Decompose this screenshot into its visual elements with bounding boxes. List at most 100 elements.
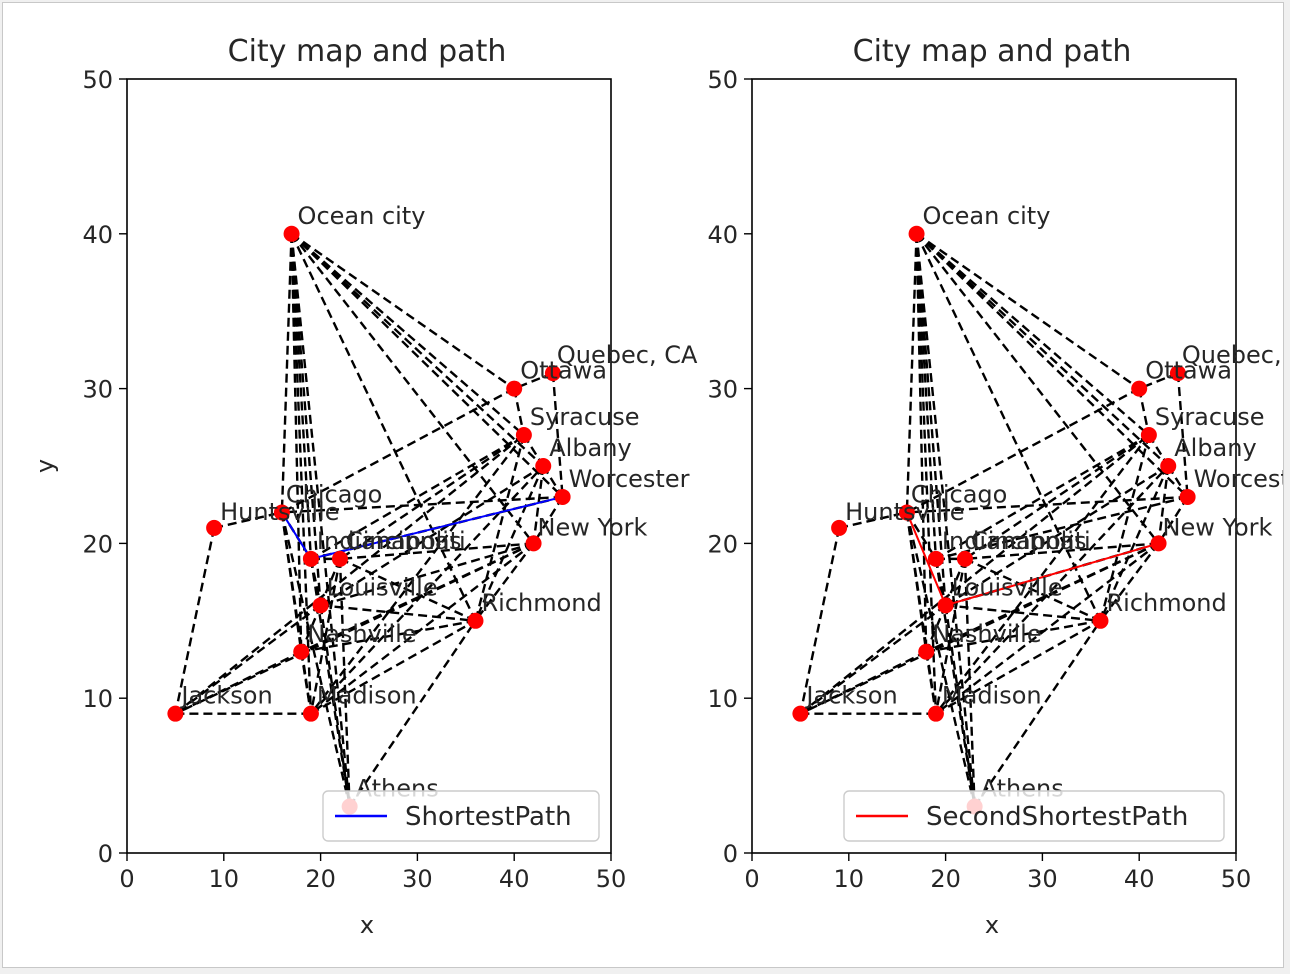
city-label-indianapolis: Indianapolis [942, 527, 1087, 555]
edge-ocean-city-new-york [915, 233, 1160, 545]
edge-new-york-madison [935, 542, 1160, 715]
edge-ocean-city-syracuse [915, 232, 1150, 436]
left-edges [174, 232, 564, 808]
edge-nashville-jackson [174, 650, 302, 715]
right-legend[interactable]: SecondShortestPath [843, 790, 1225, 842]
left-x-tick-label: 30 [402, 865, 433, 893]
edge-ocean-city-ottawa [915, 232, 1140, 390]
edge-chicago-athens [905, 512, 976, 807]
city-label-jackson: Jackson [179, 682, 272, 710]
edge-cincinnati-louisville [319, 558, 342, 606]
city-label-nashville: Nashville [932, 620, 1041, 648]
edge-ocean-city-worcester [915, 232, 1189, 498]
city-marker-huntsville [831, 519, 848, 536]
city-label-nashville: Nashville [307, 620, 416, 648]
right-x-tick-label: 30 [1027, 865, 1058, 893]
city-marker-jackson [167, 705, 184, 722]
edge-ocean-city-chicago [905, 233, 918, 513]
edge-cincinnati-richmond [339, 557, 476, 622]
edge-ocean-city-new-york [290, 233, 535, 545]
city-label-quebec-ca: Quebec, CA [1182, 341, 1285, 369]
city-marker-louisville [937, 597, 954, 614]
edge-madison-richmond [310, 619, 477, 715]
city-marker-albany [535, 458, 552, 474]
edge-ottawa-chicago [281, 387, 515, 514]
edge-quebec-ca-worcester [551, 373, 564, 498]
edge-louisville-jackson [799, 604, 947, 715]
edge-huntsville-chicago [838, 511, 908, 530]
edge-cincinnati-louisville [944, 558, 967, 606]
left-y-tick-label: 50 [82, 66, 113, 94]
edge-ocean-city-worcester [290, 232, 564, 498]
city-label-louisville: Louisville [952, 573, 1063, 601]
city-label-richmond: Richmond [481, 589, 601, 617]
city-marker-richmond [1092, 612, 1109, 629]
right-panel-title: City map and path [853, 34, 1132, 69]
edge-quebec-ca-worcester [1176, 373, 1189, 498]
city-marker-madison [302, 705, 319, 722]
edge-huntsville-chicago [213, 511, 283, 530]
edge-nashville-madison [925, 651, 938, 714]
city-marker-cincinnati [331, 550, 348, 567]
edge-new-york-louisville [320, 542, 534, 607]
left-y-tick-label: 30 [82, 376, 113, 404]
city-label-jackson: Jackson [804, 682, 897, 710]
city-marker-ocean-city [283, 225, 300, 242]
edge-albany-richmond [474, 465, 545, 622]
edge-louisville-richmond [945, 604, 1101, 622]
edge-new-york-madison [310, 542, 535, 715]
left-y-tick-label: 10 [82, 685, 113, 713]
edge-worcester-chicago [281, 495, 563, 514]
edge-ocean-city-athens [915, 233, 976, 807]
city-label-new-york: New York [1163, 513, 1273, 541]
edge-ocean-city-albany [290, 232, 545, 467]
city-label-ottawa: Ottawa [1145, 357, 1232, 385]
edge-worcester-chicago [906, 495, 1188, 514]
city-marker-nashville [293, 643, 310, 660]
city-label-richmond: Richmond [1106, 589, 1226, 617]
edge-louisville-richmond [320, 604, 476, 622]
left-legend-label: ShortestPath [405, 802, 572, 832]
city-label-ocean-city: Ocean city [298, 202, 426, 230]
right-y-tick-label: 10 [707, 685, 738, 713]
edge-ocean-city-louisville [915, 233, 947, 606]
edge-ocean-city-louisville [290, 233, 322, 606]
left-x-tick-label: 10 [209, 865, 240, 893]
right-legend-label: SecondShortestPath [926, 802, 1188, 832]
left-x-tick-label: 20 [305, 865, 336, 893]
right-x-tick-label: 20 [930, 865, 961, 893]
edge-nashville-jackson [799, 650, 927, 715]
edge-new-york-nashville [300, 542, 535, 653]
edge-worcester-indianapolis [935, 495, 1188, 561]
edge-louisville-nashville [300, 604, 322, 653]
edge-cincinnati-richmond [964, 557, 1101, 622]
city-marker-richmond [467, 612, 484, 629]
edge-syracuse-cincinnati [964, 434, 1150, 560]
city-marker-quebec-ca [544, 365, 561, 382]
left-panel: City map and path x y 0 10 20 30 40 50 0 10 20 30… [31, 34, 698, 939]
city-marker-madison [927, 705, 944, 722]
edge-huntsville-jackson [174, 527, 216, 714]
city-marker-new-york [525, 535, 542, 552]
city-marker-nashville [918, 643, 935, 660]
city-label-worcester: Worcester [569, 465, 690, 493]
left-legend-box [322, 790, 600, 842]
left-x-axis-label: x [360, 911, 374, 939]
edge-ocean-city-indianapolis [915, 233, 938, 559]
city-marker-huntsville [206, 519, 223, 536]
city-marker-albany [1160, 458, 1177, 474]
city-marker-new-york [1150, 535, 1167, 552]
city-label-louisville: Louisville [327, 573, 438, 601]
left-legend[interactable]: ShortestPath [322, 790, 600, 842]
city-marker-cincinnati [956, 550, 973, 567]
right-y-tick-label: 30 [707, 376, 738, 404]
left-axes-frame [126, 78, 612, 854]
left-y-axis-label: y [31, 459, 59, 473]
edge-syracuse-madison [934, 434, 1150, 715]
city-label-huntsville: Huntsville [845, 498, 964, 526]
edge-louisville-nashville [925, 604, 947, 653]
city-label-syracuse: Syracuse [530, 403, 640, 431]
right-y-tick-label: 20 [707, 530, 738, 558]
edge-syracuse-richmond [474, 434, 526, 622]
